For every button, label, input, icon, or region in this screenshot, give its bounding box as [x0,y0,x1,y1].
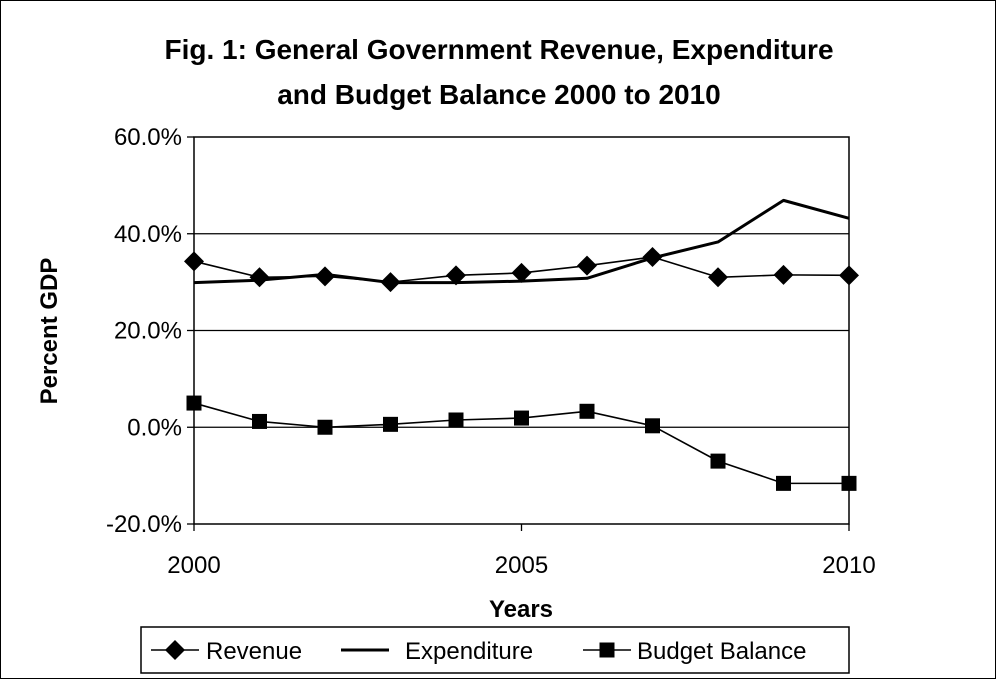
legend-item-expenditure: Expenditure [341,638,533,665]
revenue-point [708,267,728,288]
x-axis-ticks: 2000 2005 2010 [167,524,876,579]
budget-balance-point [514,410,529,426]
expenditure-line [193,198,850,285]
revenue-point [773,264,794,285]
budget-balance-point [776,475,791,491]
legend-item-revenue: Revenue [151,638,302,665]
budget-balance-point [317,419,333,435]
budget-balance-point [645,418,660,434]
x-tick-label: 2010 [822,552,875,579]
legend-label: Budget Balance [637,638,806,665]
legend-label: Revenue [206,638,302,665]
chart-title-line-1: Fig. 1: General Government Revenue, Expe… [164,34,833,65]
legend: Revenue Expenditure Budget Balance [151,638,806,665]
y-tick-label: -20.0% [106,511,182,538]
x-axis-label: Years [489,596,553,623]
revenue-point [839,265,859,286]
gridlines [194,233,849,428]
y-axis-ticks: -20.0% 0.0% 20.0% 40.0% 60.0% [106,124,194,538]
series-budget-balance [186,395,857,491]
series-group [184,198,859,491]
revenue-point [446,265,466,286]
legend-label: Expenditure [405,638,533,665]
revenue-point [249,267,270,288]
budget-balance-point [252,413,267,429]
y-tick-label: 60.0% [114,124,182,151]
y-tick-label: 0.0% [127,414,182,441]
budget-balance-point [841,475,857,491]
revenue-point [511,262,532,283]
x-tick-label: 2000 [167,552,220,579]
y-tick-label: 40.0% [114,221,182,248]
y-tick-label: 20.0% [114,318,182,345]
budget-balance-point [579,403,595,419]
revenue-point [577,255,597,276]
budget-balance-point [448,412,464,428]
revenue-point [184,251,204,272]
x-tick-label: 2005 [495,552,548,579]
legend-box [140,626,850,674]
budget-balance-point [186,395,202,411]
y-axis-label: Percent GDP [36,258,63,405]
series-revenue [184,246,859,293]
revenue-point [315,266,335,287]
budget-balance-point [710,453,726,469]
budget-balance-point [383,416,398,432]
chart-title-line-2: and Budget Balance 2000 to 2010 [277,79,721,110]
series-expenditure [193,198,850,285]
legend-swatch-marker [599,642,615,658]
legend-swatch-marker [165,640,185,660]
legend-item-budget-balance: Budget Balance [583,638,806,665]
